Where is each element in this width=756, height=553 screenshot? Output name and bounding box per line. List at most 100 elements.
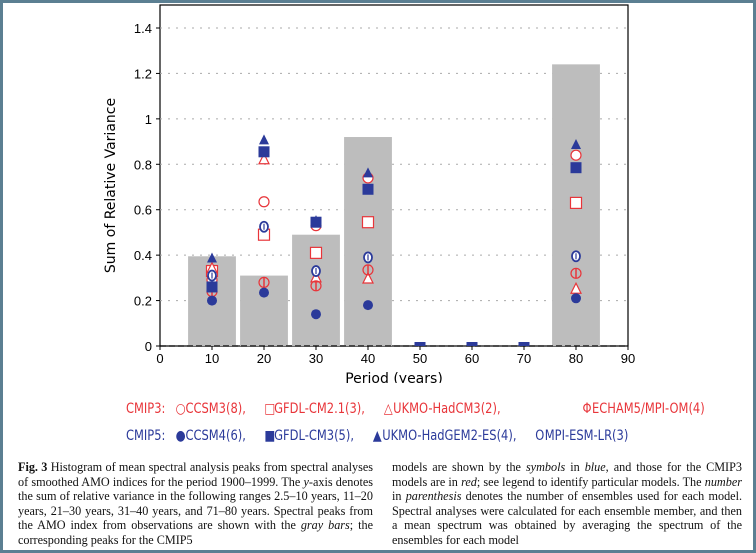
caption-right: models are shown by the symbols in blue,… xyxy=(392,460,742,548)
data-point xyxy=(570,162,582,174)
x-axis-label: Period (years) xyxy=(345,371,443,383)
legend-item: UKMO-HadCM3(2), xyxy=(393,401,501,417)
data-point xyxy=(363,167,373,178)
figure-page: 0 0.2 0.4 0.6 0.8 1 1.2 1.4 0 10 20 30 40 50 60 70 80 90 P… xyxy=(3,3,753,550)
legend-item: CCSM4(6), xyxy=(185,428,246,444)
data-point xyxy=(362,271,374,284)
y-tick-label: 0.8 xyxy=(134,157,152,172)
caption-text: -axis denotes the sum of relative varian… xyxy=(18,474,374,533)
x-tick-label: 40 xyxy=(361,351,375,366)
data-point xyxy=(258,146,270,158)
data-point xyxy=(310,280,322,292)
data-point xyxy=(362,183,374,195)
data-point xyxy=(362,264,374,276)
x-tick-label: 10 xyxy=(205,351,219,366)
data-point xyxy=(311,265,321,277)
x-tick-label: 90 xyxy=(621,351,635,366)
data-point xyxy=(363,251,373,264)
x-tick-label: 80 xyxy=(569,351,583,366)
series-ccsm3-8- xyxy=(206,149,582,286)
y-tick-label: 1.4 xyxy=(134,21,152,36)
y-tick-label: 0.4 xyxy=(134,248,152,263)
caption-text: red xyxy=(461,474,477,489)
data-point xyxy=(571,138,581,149)
caption-text: Histogram of mean spectral analysis peak… xyxy=(18,460,373,489)
caption-text: denotes the number of ensembles used for… xyxy=(392,489,743,547)
data-point xyxy=(311,309,321,320)
y-tick-label: 1.2 xyxy=(134,66,152,81)
legend-item: CCSM3(8), xyxy=(185,401,246,417)
data-point xyxy=(310,216,322,228)
x-tick-label: 30 xyxy=(309,351,323,366)
x-tick-label: 20 xyxy=(257,351,271,366)
x-tick-label: 50 xyxy=(413,351,427,366)
legend-cmip3-label: CMIP3: xyxy=(126,401,166,417)
caption-text: gray bars xyxy=(300,518,350,533)
data-point xyxy=(206,281,218,293)
series-gfdl-cm3-5- xyxy=(206,146,582,346)
caption-text: ; see legend to identify particular mode… xyxy=(476,474,705,489)
caption-text: models are shown by the xyxy=(392,460,526,474)
figure-label: Fig. 3 xyxy=(18,460,48,474)
legend-cmip5-label: CMIP5: xyxy=(126,428,166,444)
y-tick-label: 0.2 xyxy=(134,294,152,309)
data-point xyxy=(259,220,269,233)
x-tick-label: 70 xyxy=(517,351,531,366)
caption-text: blue xyxy=(584,460,606,474)
caption-left: Fig. 3 Histogram of mean spectral analys… xyxy=(18,460,373,548)
caption-text: ; the corresponding peaks for the CMIP5 xyxy=(18,518,374,547)
series-mpi-esm-lr-3- xyxy=(207,220,581,282)
data-point xyxy=(571,293,581,304)
data-point xyxy=(571,250,581,263)
y-tick-label: 0.6 xyxy=(134,203,152,218)
caption-text: y xyxy=(303,474,309,489)
data-point xyxy=(466,342,478,346)
data-point xyxy=(207,252,217,263)
y-tick-label: 1 xyxy=(145,112,152,127)
y-axis-label: Sum of Relative Variance xyxy=(103,98,119,273)
data-point xyxy=(518,342,530,346)
filled-circle-icon: ● xyxy=(175,428,186,444)
y-tick-label: 0 xyxy=(145,339,152,354)
x-tick-label: 0 xyxy=(156,351,163,366)
caption-text: , and those for the CMIP3 models are in xyxy=(392,460,742,489)
data-point xyxy=(363,300,373,311)
data-point xyxy=(259,287,269,298)
data-point xyxy=(207,269,217,282)
data-point xyxy=(569,196,583,209)
o-bar-icon: O xyxy=(535,428,545,444)
caption-text: in xyxy=(392,489,406,504)
filled-triangle-icon: ▲ xyxy=(372,428,382,444)
legend-item: GFDL-CM3(5), xyxy=(274,428,354,444)
data-point xyxy=(259,134,269,145)
series-ccsm4-6- xyxy=(207,287,581,320)
legend-cmip3: CMIP3: ○CCSM3(8), □GFDL-CM2.1(3), △UKMO-… xyxy=(126,401,705,417)
caption-text: symbols xyxy=(525,460,566,474)
caption-text: in xyxy=(565,460,585,474)
data-point xyxy=(414,342,426,346)
legend-item: MPI-ESM-LR(3) xyxy=(544,428,629,444)
chart: 0 0.2 0.4 0.6 0.8 1 1.2 1.4 0 10 20 30 40 50 60 70 80 90 P… xyxy=(103,4,635,383)
legend-item: ECHAM5/MPI-OM(4) xyxy=(592,401,705,417)
data-point xyxy=(258,276,270,288)
data-point xyxy=(207,295,217,306)
data-point xyxy=(570,281,582,294)
filled-square-icon: ■ xyxy=(264,428,276,444)
series-ukmo-hadcm3-2- xyxy=(206,152,582,294)
caption-text: parenthesis xyxy=(405,489,462,504)
legend-cmip5: CMIP5: ●CCSM4(6), ■GFDL-CM3(5), ▲UKMO-Ha… xyxy=(126,428,628,444)
x-tick-label: 60 xyxy=(465,351,479,366)
data-point xyxy=(258,152,270,165)
caption-text: number xyxy=(704,474,742,489)
legend-item: GFDL-CM2.1(3), xyxy=(274,401,365,417)
open-square-icon: □ xyxy=(264,401,276,417)
open-triangle-icon: △ xyxy=(383,401,393,417)
data-point xyxy=(570,149,582,161)
open-circle-icon: ○ xyxy=(175,401,186,417)
data-point xyxy=(309,246,323,259)
data-point xyxy=(570,267,582,279)
data-point xyxy=(361,216,375,229)
data-point xyxy=(258,196,270,208)
phi-icon: Φ xyxy=(582,401,592,417)
legend-item: UKMO-HadGEM2-ES(4), xyxy=(382,428,517,444)
